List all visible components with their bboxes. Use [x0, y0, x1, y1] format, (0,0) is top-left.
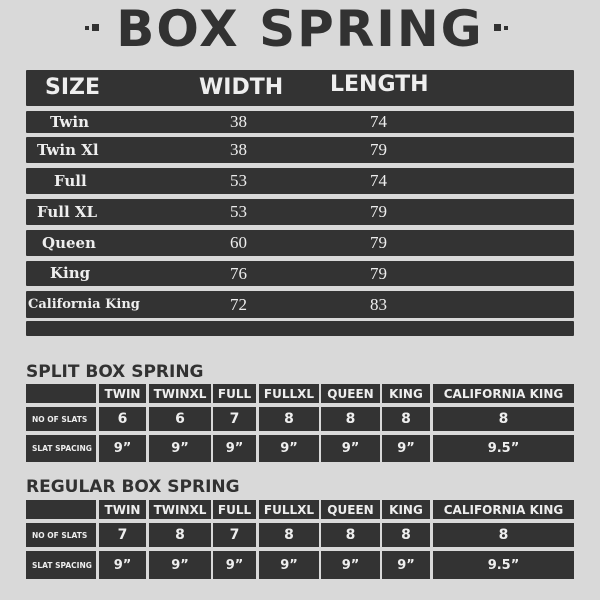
length-cell: 79 — [370, 202, 387, 221]
column-header: TWIN — [99, 500, 146, 519]
length-cell: 79 — [370, 233, 387, 252]
column-header: QUEEN — [321, 384, 380, 403]
column-header: FULLXL — [259, 384, 319, 403]
size-cell: Queen — [42, 234, 96, 252]
width-cell: 53 — [230, 171, 247, 190]
spacing-cell: 9” — [99, 435, 146, 462]
table-row: Twin Xl 38 79 — [26, 137, 574, 163]
width-cell: 38 — [230, 140, 247, 159]
column-header: CALIFORNIA KING — [433, 384, 574, 403]
column-header: TWIN — [99, 384, 146, 403]
width-cell: 60 — [230, 233, 247, 252]
slats-cell: 7 — [213, 523, 256, 547]
column-header — [26, 384, 96, 403]
slats-cell: 8 — [321, 407, 380, 431]
spacing-cell: 9” — [321, 435, 380, 462]
title-decoration-left — [85, 26, 89, 30]
spacing-cell: 9” — [321, 551, 380, 579]
title-decoration-left — [92, 24, 99, 31]
row-label-slats: NO OF SLATS — [26, 523, 96, 547]
spacing-cell: 9” — [99, 551, 146, 579]
regular-section-title: REGULAR BOX SPRING — [26, 477, 240, 497]
title-decoration-right — [504, 26, 508, 30]
slats-cell: 8 — [433, 407, 574, 431]
length-cell: 74 — [370, 171, 387, 190]
page-title: BOX SPRING — [116, 0, 484, 58]
spacing-cell: 9” — [149, 551, 211, 579]
table-row: King 76 79 — [26, 261, 574, 286]
slats-cell: 8 — [433, 523, 574, 547]
table-row: California King 72 83 — [26, 291, 574, 318]
size-cell: Full XL — [37, 203, 98, 221]
length-cell: 74 — [370, 112, 387, 131]
column-header: TWINXL — [149, 384, 211, 403]
column-header: KING — [382, 384, 430, 403]
empty-row — [26, 321, 574, 336]
slats-cell: 8 — [259, 523, 319, 547]
row-label-slats: NO OF SLATS — [26, 407, 96, 431]
header-length: LENGTH — [330, 72, 429, 97]
slats-cell: 8 — [382, 523, 430, 547]
width-cell: 72 — [230, 295, 247, 314]
spacing-cell: 9” — [259, 551, 319, 579]
slats-cell: 6 — [149, 407, 211, 431]
width-cell: 76 — [230, 264, 247, 283]
main-table-header: SIZE WIDTH LENGTH — [26, 70, 574, 106]
size-cell: California King — [28, 297, 140, 312]
length-cell: 83 — [370, 295, 387, 314]
length-cell: 79 — [370, 264, 387, 283]
slats-cell: 7 — [213, 407, 256, 431]
title-decoration-right — [494, 24, 501, 31]
column-header: FULLXL — [259, 500, 319, 519]
slats-cell: 6 — [99, 407, 146, 431]
header-width: WIDTH — [199, 75, 284, 100]
spacing-cell: 9” — [259, 435, 319, 462]
size-cell: Twin Xl — [37, 141, 99, 159]
size-cell: Twin — [50, 113, 90, 131]
spacing-cell: 9” — [213, 435, 256, 462]
size-cell: Full — [54, 172, 87, 190]
size-cell: King — [50, 264, 91, 282]
slats-cell: 8 — [321, 523, 380, 547]
column-header: KING — [382, 500, 430, 519]
table-row: Queen 60 79 — [26, 230, 574, 256]
column-header: TWINXL — [149, 500, 211, 519]
header-size: SIZE — [45, 75, 101, 100]
spacing-cell: 9.5” — [433, 435, 574, 462]
spacing-cell: 9” — [382, 435, 430, 462]
table-row: Full XL 53 79 — [26, 199, 574, 225]
slats-cell: 8 — [382, 407, 430, 431]
spacing-cell: 9” — [213, 551, 256, 579]
spacing-cell: 9.5” — [433, 551, 574, 579]
length-cell: 79 — [370, 140, 387, 159]
column-header — [26, 500, 96, 519]
width-cell: 53 — [230, 202, 247, 221]
table-row: Twin 38 74 — [26, 111, 574, 133]
column-header: FULL — [213, 500, 256, 519]
row-label-spacing: SLAT SPACING — [26, 435, 96, 462]
slats-cell: 8 — [149, 523, 211, 547]
column-header: FULL — [213, 384, 256, 403]
row-label-spacing: SLAT SPACING — [26, 551, 96, 579]
column-header: QUEEN — [321, 500, 380, 519]
column-header: CALIFORNIA KING — [433, 500, 574, 519]
split-section-title: SPLIT BOX SPRING — [26, 362, 204, 382]
width-cell: 38 — [230, 112, 247, 131]
spacing-cell: 9” — [149, 435, 211, 462]
slats-cell: 8 — [259, 407, 319, 431]
spacing-cell: 9” — [382, 551, 430, 579]
slats-cell: 7 — [99, 523, 146, 547]
table-row: Full 53 74 — [26, 168, 574, 194]
